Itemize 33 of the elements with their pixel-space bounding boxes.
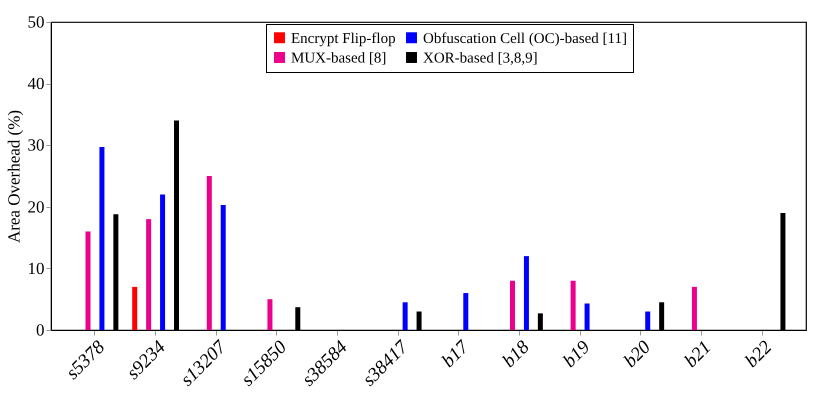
bar [524, 256, 529, 330]
legend-label: MUX-based [8] [291, 50, 386, 66]
bar [510, 280, 515, 330]
legend-label: Encrypt Flip-flop [291, 30, 396, 47]
y-tick-label: 10 [28, 258, 44, 278]
bar [570, 280, 576, 330]
x-tick-label: b20 [620, 336, 656, 372]
y-tick-label: 40 [28, 74, 44, 94]
y-axis-title: Area Overhead (%) [4, 110, 24, 244]
x-tick-label: b18 [498, 336, 534, 372]
bar [220, 204, 226, 330]
bar [402, 302, 408, 330]
legend-label: Obfuscation Cell (OC)-based [11] [423, 30, 627, 47]
y-tick-label: 20 [28, 197, 44, 216]
x-tick-label: b22 [741, 336, 777, 372]
x-tick-label: b17 [438, 336, 474, 372]
bar [86, 231, 90, 330]
bar [206, 176, 212, 330]
bar [463, 293, 468, 330]
x-tick-label: b21 [680, 336, 716, 372]
y-tick-label: 0 [36, 320, 44, 340]
bar [584, 304, 590, 330]
bar [645, 312, 650, 330]
y-tick-label: 30 [28, 136, 44, 155]
bar [146, 219, 152, 330]
y-tick-label: 50 [28, 12, 44, 32]
x-tick-label: b19 [559, 336, 595, 372]
bar [132, 286, 138, 330]
legend-label: XOR-based [3,8,9] [423, 50, 538, 66]
bar [160, 194, 166, 330]
bar [99, 147, 104, 330]
bar [267, 299, 272, 330]
bar [692, 286, 697, 330]
